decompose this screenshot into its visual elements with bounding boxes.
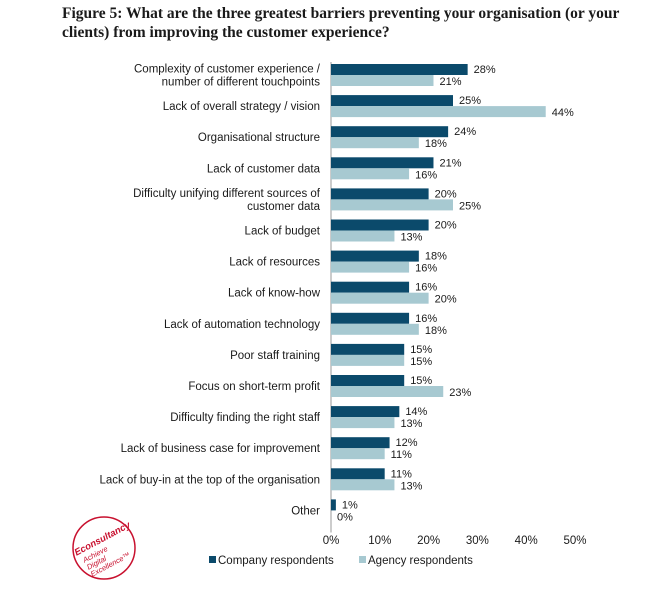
category-label: Lack of budget — [245, 226, 321, 238]
value-label-company: 16% — [415, 282, 437, 294]
data-labels: 28%21%25%44%24%18%21%16%20%25%20%13%18%1… — [337, 64, 574, 523]
bar-company — [331, 468, 385, 480]
bar-agency — [331, 448, 385, 460]
x-tick-label: 30% — [466, 535, 489, 547]
legend: Company respondents Agency respondents — [209, 555, 473, 567]
bar-company — [331, 312, 410, 324]
value-label-agency: 23% — [449, 387, 471, 399]
value-label-agency: 13% — [400, 480, 422, 492]
bar-agency — [331, 137, 419, 149]
x-tick-label: 0% — [323, 535, 340, 547]
value-label-agency: 11% — [391, 449, 412, 461]
legend-label: Agency respondents — [368, 555, 473, 567]
category-label: Lack of business case for improvement — [121, 443, 321, 455]
value-label-company: 16% — [415, 313, 437, 325]
x-tick-label: 50% — [563, 535, 586, 547]
category-label: Difficulty unifying different sources of — [133, 188, 321, 200]
bar-agency — [331, 479, 395, 491]
category-label: number of different touchpoints — [162, 77, 321, 89]
bar-company — [331, 499, 336, 511]
bar-company — [331, 406, 400, 418]
category-label: Lack of automation technology — [164, 319, 320, 331]
category-label: Lack of customer data — [207, 163, 321, 175]
bar-agency — [331, 292, 429, 304]
bar-company — [331, 343, 405, 355]
value-label-agency: 13% — [400, 418, 422, 430]
bar-company — [331, 95, 453, 107]
value-label-agency: 20% — [435, 294, 457, 306]
value-label-company: 1% — [342, 499, 358, 511]
value-label-agency: 18% — [425, 325, 447, 337]
bar-company — [331, 219, 429, 231]
category-label: Other — [291, 505, 320, 517]
bar-company — [331, 375, 405, 386]
bar-agency — [331, 354, 405, 366]
value-label-company: 11% — [391, 468, 412, 480]
bar-series — [331, 64, 546, 511]
category-label: Lack of overall strategy / vision — [163, 101, 320, 113]
value-label-company: 14% — [405, 406, 427, 418]
bar-agency — [331, 230, 395, 242]
bar-company — [331, 126, 449, 138]
bar-agency — [331, 323, 419, 335]
bar-company — [331, 188, 429, 200]
value-label-company: 20% — [435, 220, 457, 232]
value-label-agency: 21% — [439, 76, 461, 88]
category-label: customer data — [247, 201, 320, 213]
value-label-company: 24% — [454, 126, 476, 138]
bar-company — [331, 281, 410, 293]
x-tick-label: 40% — [515, 535, 538, 547]
bar-agency — [331, 75, 434, 86]
x-tick-label: 20% — [417, 535, 440, 547]
value-label-company: 20% — [435, 188, 457, 200]
category-label: Organisational structure — [198, 132, 320, 144]
value-label-company: 28% — [474, 64, 496, 76]
value-label-agency: 13% — [400, 232, 422, 244]
value-label-company: 15% — [410, 375, 432, 387]
value-label-company: 12% — [396, 437, 418, 449]
legend-label: Company respondents — [218, 555, 334, 567]
value-label-agency: 16% — [415, 169, 437, 181]
value-label-agency: 16% — [415, 263, 437, 275]
bar-agency — [331, 417, 395, 429]
category-label: Complexity of customer experience / — [134, 64, 321, 76]
category-label: Poor staff training — [230, 350, 320, 362]
category-label: Lack of know-how — [228, 288, 321, 300]
value-label-company: 21% — [439, 157, 461, 169]
category-labels: Complexity of customer experience /numbe… — [99, 64, 320, 518]
bar-agency — [331, 261, 410, 273]
legend-swatch — [359, 556, 366, 563]
value-label-agency: 15% — [410, 356, 432, 368]
chart-title: Figure 5: What are the three greatest ba… — [62, 5, 620, 41]
x-tick-label: 10% — [368, 535, 391, 547]
bar-company — [331, 64, 468, 75]
value-label-company: 18% — [425, 251, 447, 263]
legend-swatch — [209, 556, 216, 563]
bar-company — [331, 157, 434, 169]
bar-agency — [331, 199, 453, 211]
category-label: Lack of buy-in at the top of the organis… — [99, 474, 320, 486]
value-label-agency: 18% — [425, 138, 447, 150]
category-label: Lack of resources — [229, 257, 320, 269]
category-label: Focus on short-term profit — [188, 381, 320, 393]
value-label-company: 25% — [459, 95, 481, 107]
bar-agency — [331, 386, 444, 397]
bar-agency — [331, 106, 546, 118]
value-label-agency: 0% — [337, 511, 353, 523]
bar-company — [331, 437, 390, 449]
econsultancy-logo: Econsultancy Achieve Digital Excellence™ — [72, 516, 136, 580]
bar-agency — [331, 168, 410, 180]
value-label-agency: 44% — [552, 107, 574, 119]
category-label: Difficulty finding the right staff — [170, 412, 321, 424]
value-label-company: 15% — [410, 344, 432, 356]
bar-company — [331, 250, 419, 262]
value-label-agency: 25% — [459, 200, 481, 212]
